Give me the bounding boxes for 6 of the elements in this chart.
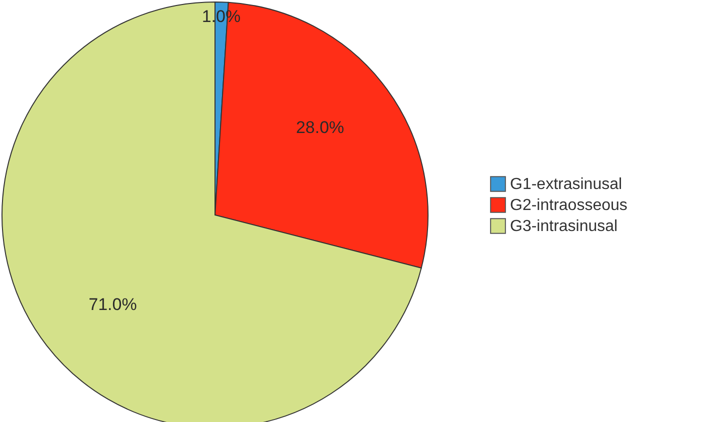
- data-label: 28.0%: [296, 118, 344, 138]
- data-label: 1.0%: [202, 7, 241, 26]
- legend-label: G2-intraosseous: [510, 197, 628, 214]
- legend-label: G3-intrasinusal: [510, 218, 618, 235]
- data-label: 71.0%: [88, 295, 137, 314]
- legend-label: G1-extrasinusal: [510, 176, 622, 193]
